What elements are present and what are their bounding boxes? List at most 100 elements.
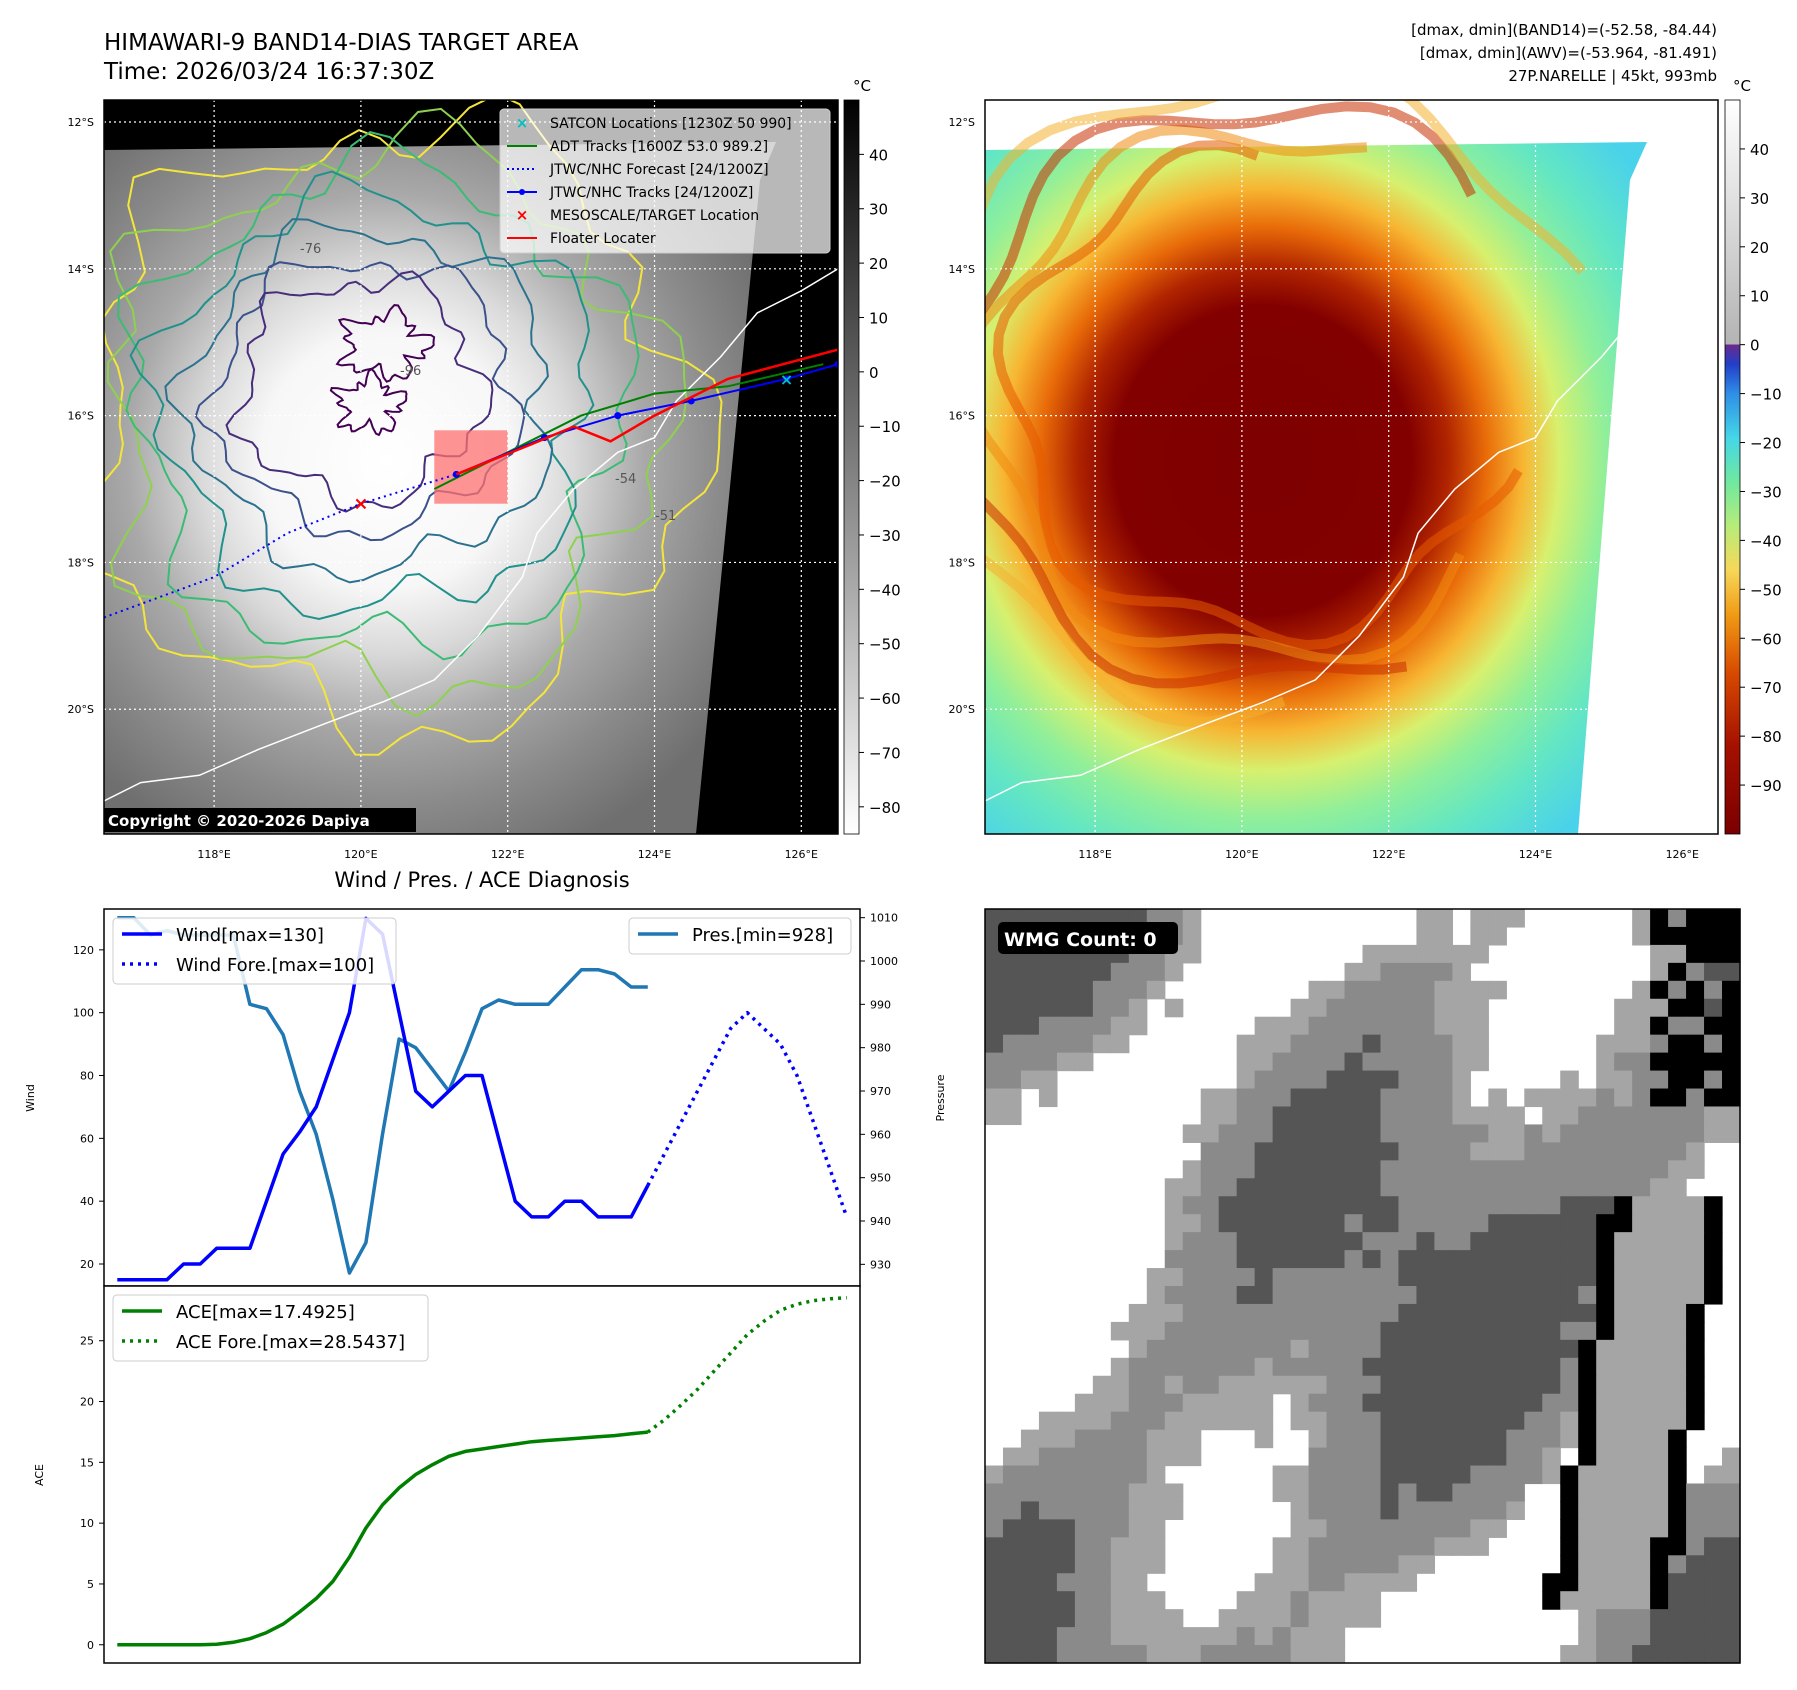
wmg-cell	[1200, 1645, 1220, 1664]
wmg-cell	[1686, 1627, 1705, 1646]
legend-wind-fore: Wind Fore.[max=100]	[176, 955, 374, 976]
wmg-cell	[1254, 1393, 1274, 1413]
wmg-cell	[1146, 1519, 1166, 1538]
wmg-cell	[1398, 1357, 1418, 1377]
wmg-cell	[1290, 1609, 1310, 1628]
colorbar-tick-label: −80	[1750, 728, 1782, 746]
wmg-cell	[1056, 1519, 1076, 1538]
wmg-cell	[1308, 1627, 1328, 1646]
wmg-cell	[1236, 1357, 1256, 1377]
wmg-cell	[1038, 1016, 1058, 1036]
wmg-cell	[1344, 1178, 1364, 1197]
wmg-cell	[1146, 1411, 1166, 1431]
wmg-cell	[1200, 1268, 1220, 1287]
wmg-cell	[1110, 1519, 1130, 1538]
colorbar-tick-label: 10	[1750, 288, 1769, 306]
wmg-cell	[1236, 1411, 1256, 1431]
contour-label: -51	[655, 509, 676, 524]
wmg-cell	[1218, 1232, 1238, 1251]
wmg-cell	[1416, 944, 1436, 964]
wmg-cell	[1326, 1303, 1346, 1323]
wmg-cell	[1596, 1393, 1615, 1413]
wmg-cell	[1416, 1106, 1436, 1126]
wmg-cell	[1686, 1124, 1705, 1143]
wmg-cell	[1686, 1393, 1705, 1413]
wmg-cell	[1488, 1303, 1507, 1323]
wmg-cell	[1110, 1375, 1130, 1395]
map-gridlines	[104, 100, 838, 834]
wmg-cell	[1434, 1034, 1453, 1054]
wmg-cell	[1344, 1591, 1364, 1610]
wmg-cell	[1632, 1124, 1651, 1143]
wmg-cell	[1362, 1016, 1382, 1036]
y-tick-label: 15	[80, 1456, 94, 1469]
wmg-cell	[1344, 1537, 1364, 1556]
wmg-cell	[1182, 1160, 1202, 1179]
wmg-cell	[1614, 1537, 1633, 1556]
wmg-cell	[1254, 1088, 1274, 1108]
wmg-cell	[1560, 1591, 1579, 1610]
wmg-cell	[1002, 1555, 1022, 1574]
wmg-cell	[1416, 1339, 1436, 1359]
wmg-cell	[1326, 1465, 1346, 1485]
wmg-cell	[1398, 1034, 1418, 1054]
wmg-cell	[1038, 1465, 1058, 1485]
wmg-cell	[1200, 1106, 1220, 1126]
wmg-cell	[1290, 1286, 1310, 1305]
wmg-cell	[1182, 1375, 1202, 1395]
wmg-cell	[1722, 1501, 1741, 1520]
wmg-cell	[1470, 926, 1489, 946]
wmg-cell	[1632, 1070, 1651, 1090]
wmg-cell	[1722, 1537, 1741, 1556]
wmg-cell	[1218, 1088, 1238, 1108]
wmg-cell	[1650, 1519, 1669, 1538]
wmg-cell	[1290, 1088, 1310, 1108]
wmg-cell	[1470, 1124, 1489, 1143]
legend-ace: ACE[max=17.4925]	[176, 1302, 355, 1323]
wmg-cell	[1470, 1411, 1489, 1431]
wmg-cell	[1182, 1303, 1202, 1323]
wmg-cell	[1578, 1232, 1597, 1251]
wmg-cell	[1632, 1573, 1651, 1592]
wmg-cell	[1236, 1142, 1256, 1161]
wmg-cell	[1182, 1286, 1202, 1305]
wmg-cell	[1668, 1357, 1687, 1377]
wmg-cell	[1020, 1052, 1040, 1072]
wmg-cell	[1344, 1555, 1364, 1574]
diag-title: Wind / Pres. / ACE Diagnosis	[334, 868, 629, 892]
wmg-cell	[1290, 1645, 1310, 1664]
wmg-cell	[1614, 1357, 1633, 1377]
wmg-cell	[1668, 1070, 1687, 1090]
wmg-cell	[1578, 1645, 1597, 1664]
wmg-cell	[1578, 1196, 1597, 1215]
wmg-cell	[1650, 1411, 1669, 1431]
wind-forecast-series	[646, 1010, 849, 1218]
wmg-cell	[1632, 980, 1651, 1000]
wmg-cell	[1110, 1555, 1130, 1574]
legend-marker: ×	[516, 114, 529, 132]
wmg-cell	[1164, 1214, 1184, 1233]
wmg-cell	[1236, 1627, 1256, 1646]
wmg-cell	[1146, 1393, 1166, 1413]
wmg-cell	[1182, 1393, 1202, 1413]
wmg-cell	[1200, 1250, 1220, 1269]
wmg-cell	[1038, 1645, 1058, 1664]
wmg-cell	[1416, 1214, 1436, 1233]
wmg-cell	[1182, 1411, 1202, 1431]
wmg-cell	[1308, 1573, 1328, 1592]
colorbar-right: °C 40 30 20 10 0 −10 −20 −30 −40 −50 −60 −70 −80 −90	[1724, 77, 1782, 835]
wmg-cell	[1056, 1429, 1076, 1449]
wmg-cell	[1452, 1411, 1471, 1431]
wmg-cell	[1254, 1160, 1274, 1179]
wmg-cell	[1290, 1268, 1310, 1287]
wmg-cell	[1074, 1447, 1094, 1467]
wmg-cell	[1344, 1375, 1364, 1395]
wmg-cell	[1434, 1052, 1453, 1072]
wmg-cell	[1650, 1393, 1669, 1413]
coastline-path	[985, 268, 1718, 802]
wmg-cell	[1452, 1124, 1471, 1143]
wmg-cell	[1326, 1268, 1346, 1287]
contour-line	[329, 367, 408, 437]
wmg-cell	[1560, 1303, 1579, 1323]
wmg-cell	[1614, 1555, 1633, 1574]
